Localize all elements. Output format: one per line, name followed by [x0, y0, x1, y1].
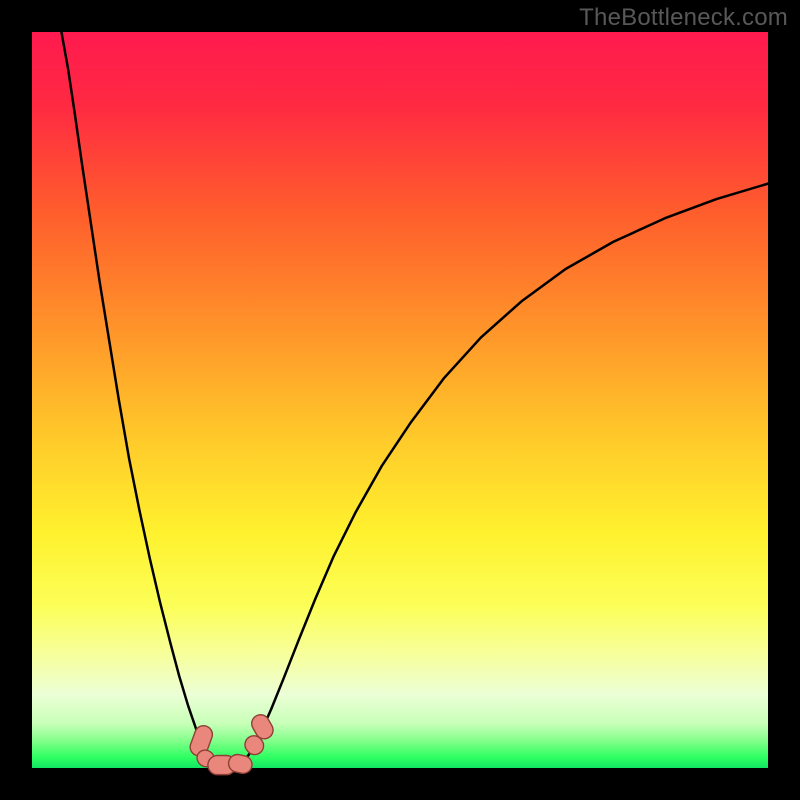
bottleneck-chart-svg	[0, 0, 800, 800]
chart-stage: TheBottleneck.com	[0, 0, 800, 800]
